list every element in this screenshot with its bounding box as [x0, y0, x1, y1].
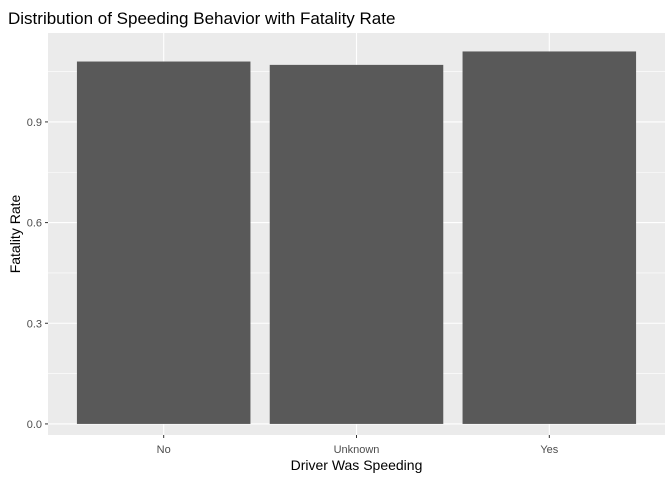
x-tick-label: No	[157, 444, 171, 456]
bar-yes	[462, 51, 637, 424]
y-tick-label: 0.6	[27, 218, 42, 230]
y-tick-label: 0.0	[27, 419, 42, 431]
x-axis-title: Driver Was Speeding	[291, 457, 423, 473]
bar-no	[76, 61, 251, 424]
bar-unknown	[269, 64, 444, 424]
chart-title: Distribution of Speeding Behavior with F…	[8, 9, 395, 28]
y-axis-ticks: 0.0 0.3 0.6 0.9	[27, 117, 48, 431]
y-tick-label: 0.9	[27, 117, 42, 129]
x-tick-label: Yes	[540, 444, 558, 456]
x-tick-label: Unknown	[334, 444, 380, 456]
y-tick-label: 0.3	[27, 318, 42, 330]
x-axis-ticks: No Unknown Yes	[157, 435, 559, 456]
bars-group	[76, 51, 637, 424]
y-axis-title: Fatality Rate	[7, 194, 23, 273]
